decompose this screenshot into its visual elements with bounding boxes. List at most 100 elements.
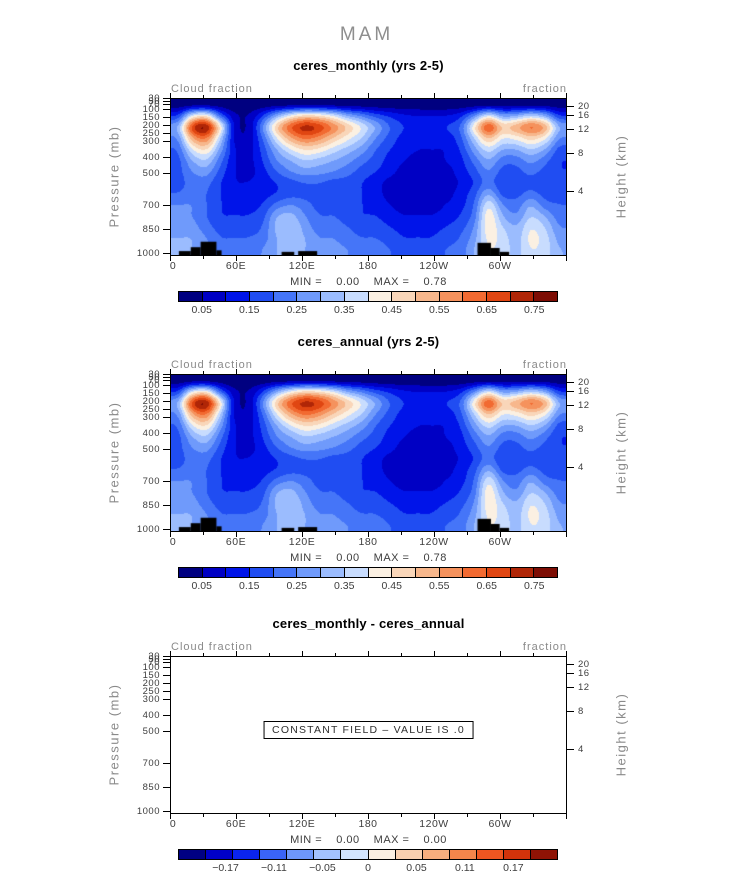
colorbar-segment bbox=[272, 568, 297, 577]
units-label: fraction bbox=[522, 83, 567, 95]
pressure-tick bbox=[163, 667, 170, 669]
min-label: MIN = bbox=[290, 276, 323, 288]
x-tick bbox=[566, 651, 567, 656]
height-tick bbox=[567, 106, 574, 108]
pressure-tick-label: 400 bbox=[142, 152, 160, 164]
x-tick-minor bbox=[269, 653, 270, 656]
y-axis-title-height: Height (km) bbox=[613, 410, 629, 495]
pressure-tick bbox=[163, 662, 170, 664]
pressure-tick bbox=[163, 117, 170, 119]
pressure-tick-label: 850 bbox=[142, 223, 160, 235]
height-tick bbox=[567, 749, 574, 751]
height-tick-label: 20 bbox=[578, 659, 590, 671]
pressure-tick bbox=[163, 810, 170, 812]
x-tick-minor bbox=[335, 532, 336, 535]
x-tick bbox=[302, 814, 303, 819]
colorbar-tick-label: 0.55 bbox=[429, 580, 450, 592]
x-tick-minor bbox=[203, 653, 204, 656]
x-tick-label: 0 bbox=[169, 818, 177, 830]
colorbar-segment bbox=[414, 292, 439, 301]
colorbar-segment bbox=[259, 850, 287, 859]
colorbar-tick-label: −0.17 bbox=[212, 862, 239, 872]
field-label: Cloud fraction bbox=[171, 641, 253, 653]
y-axis-title-height: Height (km) bbox=[613, 134, 629, 219]
colorbar-tick-label: 0 bbox=[365, 862, 371, 872]
pressure-tick-label: 700 bbox=[142, 476, 160, 487]
x-tick bbox=[434, 369, 435, 374]
pressure-tick-label: 250 bbox=[142, 128, 160, 140]
x-tick-minor bbox=[269, 371, 270, 374]
x-tick-minor bbox=[467, 256, 468, 259]
min-label: MIN = bbox=[290, 834, 323, 846]
contour-plot bbox=[171, 375, 566, 531]
pressure-tick-label: 1000 bbox=[136, 523, 160, 535]
x-tick bbox=[368, 814, 369, 819]
colorbar-segment bbox=[313, 850, 341, 859]
height-tick bbox=[567, 115, 574, 117]
pressure-tick-label: 850 bbox=[142, 499, 160, 511]
colorbar-segment bbox=[391, 568, 415, 577]
pressure-tick-label: 50 bbox=[148, 654, 160, 666]
colorbar-segment bbox=[249, 292, 273, 301]
plot-area: CONSTANT FIELD – VALUE IS .0 bbox=[170, 656, 567, 814]
x-tick bbox=[434, 532, 435, 537]
x-tick-minor bbox=[533, 371, 534, 374]
pressure-tick-label: 200 bbox=[142, 678, 160, 690]
x-tick-minor bbox=[203, 95, 204, 98]
max-value: 0.78 bbox=[423, 552, 447, 564]
height-tick-label: 4 bbox=[578, 462, 584, 474]
x-tick-minor bbox=[401, 532, 402, 535]
x-tick bbox=[434, 93, 435, 98]
colorbar-tick-label: 0.17 bbox=[503, 862, 524, 872]
x-tick bbox=[302, 93, 303, 98]
field-label: Cloud fraction bbox=[171, 83, 253, 95]
x-tick bbox=[302, 256, 303, 261]
pressure-tick-label: 150 bbox=[142, 112, 160, 124]
colorbar-tick-label: 0.05 bbox=[191, 580, 212, 592]
x-tick-label: 0 bbox=[169, 260, 177, 272]
colorbar-segment bbox=[343, 568, 368, 577]
colorbar-segment bbox=[533, 292, 557, 301]
height-tick bbox=[567, 664, 574, 666]
pressure-tick-label: 400 bbox=[142, 710, 160, 722]
max-label: MAX = bbox=[373, 276, 410, 288]
colorbar-labels: −0.17 −0.11 −0.05 0 0.05 0.11 0.17 bbox=[178, 860, 558, 872]
x-tick-minor bbox=[335, 95, 336, 98]
y-axis-title-height: Height (km) bbox=[613, 692, 629, 777]
plot-area bbox=[170, 98, 567, 256]
x-tick-minor bbox=[269, 814, 270, 817]
colorbar-segment bbox=[296, 568, 321, 577]
pressure-tick bbox=[163, 205, 170, 206]
x-tick bbox=[368, 93, 369, 98]
pressure-tick bbox=[163, 228, 170, 230]
pressure-tick bbox=[163, 763, 170, 764]
x-tick-label: 60E bbox=[225, 536, 247, 548]
colorbar-segment bbox=[340, 850, 368, 859]
minmax-readout: MIN = 0.00 MAX = 0.78 bbox=[170, 552, 567, 564]
pressure-tick bbox=[163, 133, 170, 135]
constant-field-note: CONSTANT FIELD – VALUE IS .0 bbox=[263, 720, 474, 739]
pressure-tick bbox=[163, 173, 170, 175]
colorbar-tick-label: 0.75 bbox=[524, 580, 545, 592]
x-tick-minor bbox=[467, 95, 468, 98]
x-tick bbox=[368, 532, 369, 537]
height-tick-label: 8 bbox=[578, 423, 584, 435]
colorbar-segment bbox=[320, 568, 344, 577]
colorbar-segment bbox=[343, 292, 368, 301]
colorbar bbox=[178, 567, 558, 578]
pressure-tick bbox=[163, 98, 170, 99]
pressure-tick bbox=[163, 433, 170, 435]
season-title: MAM bbox=[339, 24, 394, 45]
x-tick-label: 180 bbox=[358, 536, 378, 548]
colorbar-segment bbox=[485, 568, 510, 577]
colorbar-tick-label: 0.05 bbox=[191, 304, 212, 316]
min-value: 0.00 bbox=[336, 276, 360, 288]
minmax-readout: MIN = 0.00 MAX = 0.78 bbox=[170, 276, 567, 288]
pressure-tick-label: 70 bbox=[148, 657, 160, 669]
pressure-tick-label: 100 bbox=[142, 662, 160, 674]
colorbar-segment bbox=[367, 568, 392, 577]
pressure-tick-label: 500 bbox=[142, 168, 160, 180]
x-tick bbox=[500, 532, 501, 537]
pressure-tick bbox=[163, 252, 170, 254]
pressure-tick bbox=[163, 380, 170, 382]
